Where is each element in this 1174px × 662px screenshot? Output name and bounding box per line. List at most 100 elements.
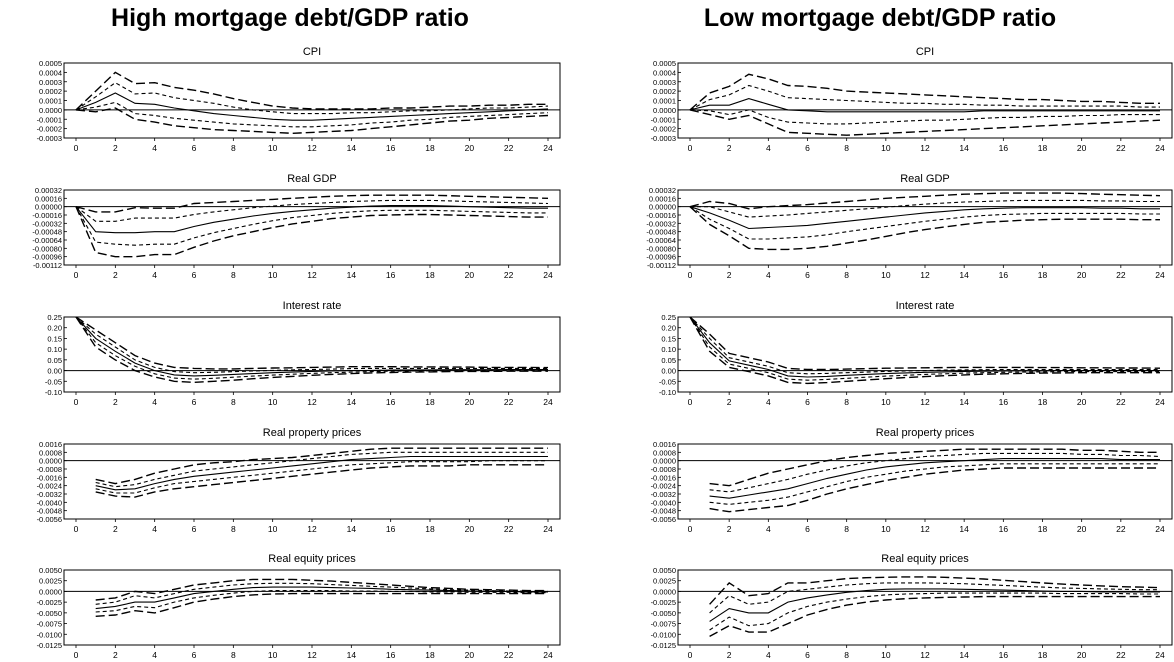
- x-tick-label: 0: [688, 270, 693, 280]
- series-line-solid: [689, 206, 1160, 230]
- x-tick-label: 20: [465, 270, 475, 280]
- x-tick-label: 4: [152, 650, 157, 660]
- series-line-long-dash: [75, 194, 549, 213]
- y-tick-label: -0.00096: [32, 253, 62, 262]
- x-tick-label: 14: [959, 397, 969, 407]
- x-tick-label: 22: [1116, 143, 1126, 153]
- x-tick-label: 18: [425, 524, 435, 534]
- x-tick-label: 14: [959, 524, 969, 534]
- y-tick-label: -0.00064: [32, 236, 62, 245]
- x-tick-label: 12: [307, 524, 317, 534]
- x-tick-label: 6: [805, 650, 810, 660]
- y-tick-label: -0.00032: [32, 219, 62, 228]
- x-tick-label: 18: [1038, 397, 1048, 407]
- series-line-long-dash: [689, 316, 1160, 385]
- series-line-short-dash: [75, 206, 548, 246]
- x-tick-label: 6: [805, 270, 810, 280]
- series-line-solid: [75, 92, 549, 121]
- x-tick-label: 4: [766, 397, 771, 407]
- series-line-long-dash: [75, 316, 549, 370]
- series-line-long-dash: [95, 447, 548, 485]
- series-line-short-dash: [75, 199, 549, 222]
- x-tick-label: 2: [113, 397, 118, 407]
- x-tick-label: 12: [920, 524, 930, 534]
- x-tick-label: 20: [1077, 143, 1087, 153]
- x-tick-label: 14: [347, 650, 357, 660]
- y-tick-label: -0.0075: [651, 620, 676, 629]
- series-line-long-dash: [95, 464, 548, 498]
- x-tick-label: 2: [727, 270, 732, 280]
- plot-frame: [63, 189, 561, 266]
- x-tick-label: 12: [307, 143, 317, 153]
- x-tick-label: 10: [881, 270, 891, 280]
- x-tick-label: 10: [268, 270, 278, 280]
- series-line-long-dash: [75, 316, 548, 384]
- x-tick-label: 0: [688, 397, 693, 407]
- x-tick-label: 8: [844, 397, 849, 407]
- x-tick-label: 12: [307, 397, 317, 407]
- plot-frame: [63, 443, 561, 520]
- panel-title: CPI: [916, 46, 934, 58]
- y-tick-label: -0.00064: [646, 236, 676, 245]
- panel-title: Real equity prices: [268, 553, 356, 565]
- y-tick-label: 0.00032: [35, 186, 62, 195]
- x-tick-label: 22: [504, 270, 514, 280]
- x-tick-label: 14: [347, 143, 357, 153]
- y-tick-label: 0.00: [47, 367, 62, 376]
- y-tick-label: 0.25: [47, 313, 62, 322]
- x-tick-label: 6: [192, 397, 197, 407]
- y-tick-label: -0.00016: [646, 211, 676, 220]
- y-tick-label: -0.00112: [647, 261, 676, 270]
- x-tick-label: 24: [543, 397, 553, 407]
- x-tick-label: 18: [1038, 650, 1048, 660]
- x-tick-label: 20: [465, 650, 475, 660]
- series-line-short-dash: [709, 463, 1160, 505]
- series-line-short-dash: [690, 199, 1160, 218]
- x-tick-label: 2: [727, 650, 732, 660]
- series-line-short-dash: [709, 452, 1161, 493]
- x-tick-label: 8: [231, 524, 236, 534]
- x-tick-label: 2: [113, 270, 118, 280]
- series-line-long-dash: [689, 192, 1161, 210]
- x-tick-label: 22: [1116, 524, 1126, 534]
- x-tick-label: 4: [152, 524, 157, 534]
- x-tick-label: 14: [959, 270, 969, 280]
- x-tick-label: 4: [766, 650, 771, 660]
- y-tick-label: 0.0001: [653, 97, 676, 106]
- x-tick-label: 16: [999, 270, 1009, 280]
- y-tick-label: -0.10: [45, 388, 62, 397]
- panel-title: Real property prices: [263, 427, 362, 439]
- chart-panel: Interest rate0.250.200.150.100.050.00-0.…: [659, 300, 1173, 407]
- x-tick-label: 22: [1116, 397, 1126, 407]
- y-tick-label: 0.0050: [39, 566, 62, 575]
- plot-frame: [677, 443, 1173, 520]
- x-tick-label: 4: [152, 397, 157, 407]
- x-tick-label: 0: [74, 524, 79, 534]
- x-tick-label: 8: [231, 143, 236, 153]
- x-tick-label: 18: [425, 397, 435, 407]
- y-tick-label: 0.0000: [653, 457, 676, 466]
- series-line-long-dash: [689, 109, 1161, 136]
- y-tick-label: -0.00112: [33, 261, 62, 270]
- y-tick-label: 0.0001: [39, 97, 62, 106]
- y-tick-label: -0.00048: [32, 228, 62, 237]
- chart-panel: Interest rate0.250.200.150.100.050.00-0.…: [45, 300, 561, 407]
- y-tick-label: -0.0024: [651, 482, 676, 491]
- y-tick-label: 0.00000: [35, 203, 62, 212]
- x-tick-label: 0: [74, 270, 79, 280]
- y-tick-label: 0.00016: [649, 194, 676, 203]
- x-tick-label: 8: [844, 270, 849, 280]
- y-tick-label: 0.00000: [649, 203, 676, 212]
- series-line-long-dash: [689, 316, 1161, 371]
- y-tick-label: -0.0040: [651, 498, 676, 507]
- x-tick-label: 4: [766, 270, 771, 280]
- y-tick-label: -0.0056: [37, 515, 62, 524]
- series-line-long-dash: [689, 206, 1160, 251]
- series-line-long-dash: [709, 576, 1161, 605]
- y-tick-label: 0.0008: [39, 448, 62, 457]
- x-tick-label: 22: [1116, 270, 1126, 280]
- x-tick-label: 16: [999, 143, 1009, 153]
- x-tick-label: 6: [192, 143, 197, 153]
